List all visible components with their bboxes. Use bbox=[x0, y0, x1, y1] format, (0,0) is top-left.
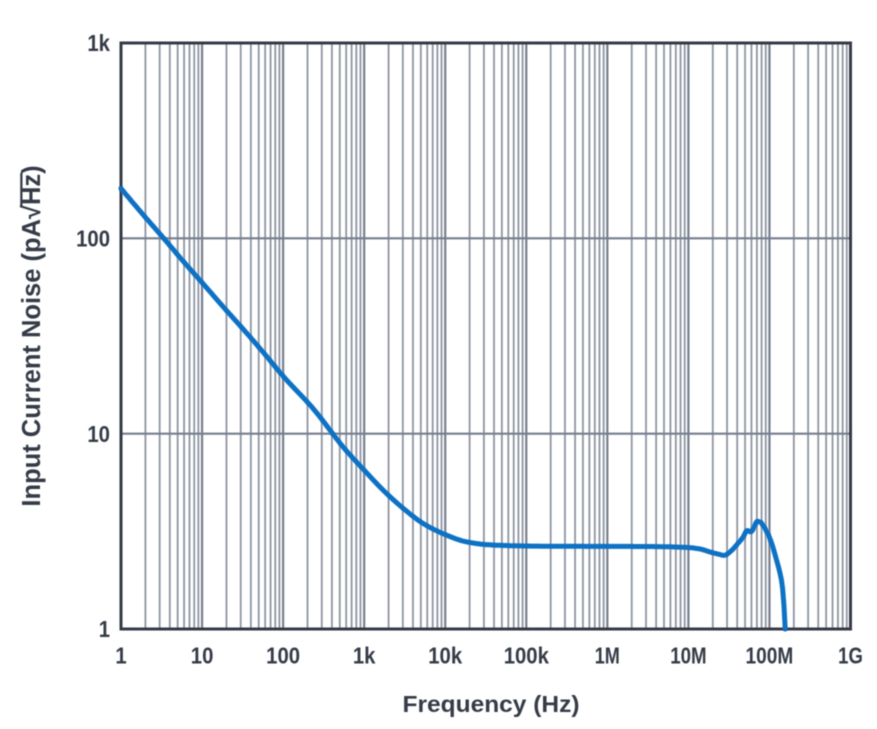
svg-text:100: 100 bbox=[76, 226, 110, 252]
svg-text:10: 10 bbox=[191, 643, 214, 669]
svg-text:1: 1 bbox=[115, 643, 126, 669]
svg-text:10M: 10M bbox=[670, 643, 706, 669]
svg-text:10: 10 bbox=[87, 421, 110, 447]
svg-text:1M: 1M bbox=[595, 643, 620, 669]
svg-text:1k: 1k bbox=[87, 30, 110, 56]
svg-text:1G: 1G bbox=[838, 643, 863, 669]
svg-text:1k: 1k bbox=[353, 643, 376, 669]
svg-text:Frequency (Hz): Frequency (Hz) bbox=[403, 691, 580, 717]
svg-text:1: 1 bbox=[99, 616, 110, 642]
svg-text:100M: 100M bbox=[746, 643, 794, 669]
svg-text:Input Current Noise (pA√Hz): Input Current Noise (pA√Hz) bbox=[18, 165, 46, 506]
svg-text:100: 100 bbox=[266, 643, 300, 669]
svg-text:10k: 10k bbox=[428, 643, 462, 669]
svg-text:100k: 100k bbox=[504, 643, 549, 669]
